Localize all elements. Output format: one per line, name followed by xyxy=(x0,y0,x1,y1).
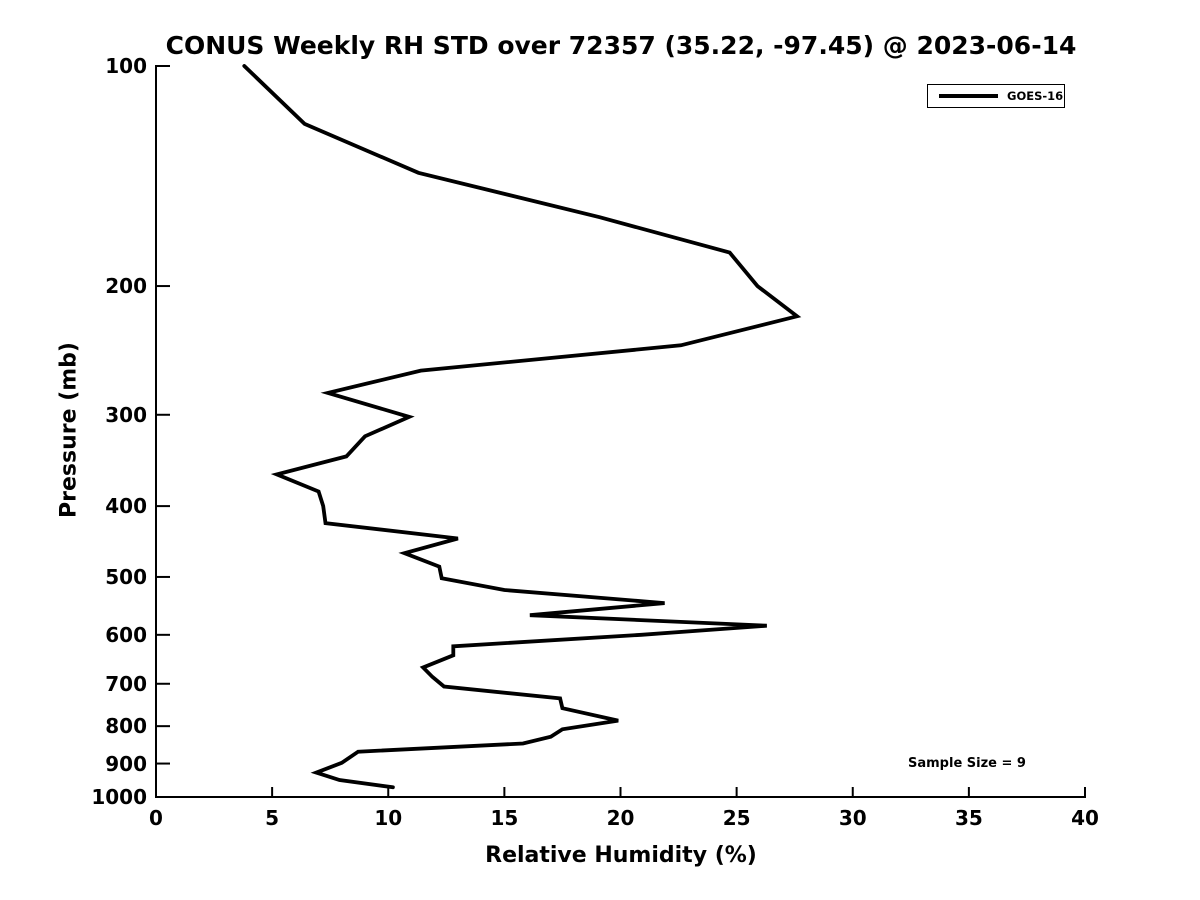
y-tick-label: 700 xyxy=(105,671,147,696)
y-tick-label: 200 xyxy=(105,274,147,299)
y-tick-label: 1000 xyxy=(91,785,147,809)
x-tick-label: 30 xyxy=(838,806,867,830)
sample-size-annotation: Sample Size = 9 xyxy=(908,756,1026,771)
y-tick-label: 400 xyxy=(105,494,147,519)
y-tick-label: 600 xyxy=(105,622,147,647)
x-tick-label: 25 xyxy=(722,806,751,830)
series-line-goes-16 xyxy=(242,64,802,790)
y-tick-label: 100 xyxy=(105,54,147,78)
y-axis-label: Pressure (mb) xyxy=(56,342,82,518)
x-tick-label: 20 xyxy=(606,806,635,830)
x-tick-label: 15 xyxy=(490,806,519,830)
legend-line-sample-icon xyxy=(939,94,998,98)
legend-label: GOES-16 xyxy=(1007,89,1064,103)
x-tick-label: 40 xyxy=(1071,806,1099,830)
y-tick-label: 300 xyxy=(105,402,147,427)
chart-title: CONUS Weekly RH STD over 72357 (35.22, -… xyxy=(165,31,1077,60)
x-tick-label: 35 xyxy=(954,806,983,830)
x-tick-label: 0 xyxy=(149,806,163,830)
y-tick-label: 800 xyxy=(105,714,147,739)
y-tick-label: 900 xyxy=(105,751,147,776)
y-tick-label: 500 xyxy=(105,564,147,589)
x-tick-label: 10 xyxy=(374,806,403,830)
legend: GOES-16 xyxy=(927,84,1065,108)
x-axis-label: Relative Humidity (%) xyxy=(485,843,757,868)
x-tick-label: 5 xyxy=(265,806,280,830)
